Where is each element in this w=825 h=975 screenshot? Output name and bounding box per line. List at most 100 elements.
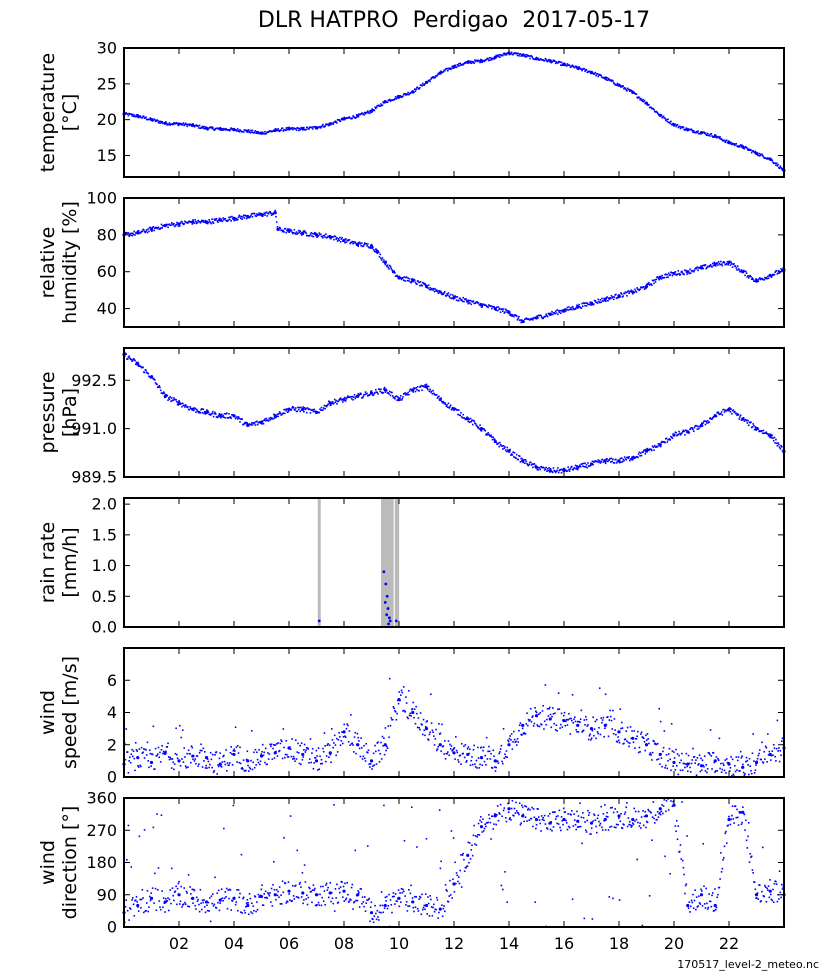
data-point xyxy=(202,747,205,750)
data-point xyxy=(290,755,293,758)
data-point xyxy=(676,123,679,126)
data-point xyxy=(699,426,702,428)
data-point xyxy=(148,766,150,769)
data-point xyxy=(775,438,777,441)
data-point xyxy=(543,720,546,723)
data-point xyxy=(185,890,188,893)
data-point xyxy=(653,822,656,824)
data-point xyxy=(616,811,619,813)
data-point xyxy=(280,739,282,741)
data-point xyxy=(309,233,312,236)
data-point xyxy=(608,298,611,301)
data-point xyxy=(325,882,328,885)
data-point xyxy=(680,858,683,860)
data-point xyxy=(184,123,186,126)
data-point xyxy=(280,894,282,896)
data-point xyxy=(595,718,598,721)
data-point xyxy=(275,888,278,891)
data-point xyxy=(482,749,484,752)
data-point xyxy=(128,355,130,358)
data-point xyxy=(321,235,324,238)
data-point xyxy=(383,388,385,390)
data-point xyxy=(576,468,579,471)
data-point xyxy=(558,311,561,314)
data-point xyxy=(540,314,542,317)
data-point xyxy=(251,215,254,218)
data-point xyxy=(582,812,584,814)
data-point xyxy=(731,266,734,268)
data-point xyxy=(266,763,268,766)
data-point xyxy=(201,749,203,752)
data-point xyxy=(472,748,475,751)
data-point xyxy=(597,459,600,461)
data-point xyxy=(565,720,567,723)
data-point xyxy=(445,295,448,297)
data-point xyxy=(337,901,340,904)
data-point xyxy=(206,758,209,760)
data-point xyxy=(727,407,731,411)
data-point xyxy=(675,748,677,751)
data-point xyxy=(378,388,381,391)
data-point xyxy=(406,910,409,912)
data-point xyxy=(200,902,202,905)
y-axis-label: humidity [%] xyxy=(59,201,81,324)
data-point xyxy=(650,283,652,285)
data-point xyxy=(752,733,754,735)
data-point xyxy=(519,53,522,55)
data-point xyxy=(356,242,360,246)
data-point xyxy=(199,888,202,891)
data-point xyxy=(739,270,742,273)
data-point xyxy=(699,130,704,135)
data-point xyxy=(524,459,527,461)
data-point xyxy=(192,758,194,761)
data-point xyxy=(442,400,445,403)
data-point xyxy=(470,420,473,423)
data-point xyxy=(169,756,172,759)
data-point xyxy=(469,417,472,420)
data-point xyxy=(159,761,162,763)
data-point xyxy=(571,719,573,722)
data-point xyxy=(153,902,155,904)
data-point xyxy=(694,889,696,891)
data-point xyxy=(771,750,774,752)
data-point xyxy=(477,757,480,759)
data-point xyxy=(562,823,564,826)
data-point xyxy=(584,304,586,307)
data-point xyxy=(376,742,379,744)
data-point xyxy=(581,842,583,845)
data-point xyxy=(557,708,559,711)
data-point xyxy=(731,412,733,415)
data-point xyxy=(619,708,622,711)
data-point xyxy=(198,903,200,906)
data-point xyxy=(662,115,665,118)
data-point xyxy=(204,413,207,415)
data-point xyxy=(271,212,274,215)
data-point xyxy=(444,403,447,405)
data-point xyxy=(336,737,338,740)
data-point xyxy=(202,127,205,129)
data-point xyxy=(546,828,549,830)
data-point xyxy=(424,385,429,389)
data-point xyxy=(413,279,416,281)
data-point xyxy=(299,128,301,131)
data-point xyxy=(672,765,674,767)
data-point xyxy=(338,399,340,401)
data-point xyxy=(748,757,751,760)
data-point xyxy=(249,131,252,134)
data-point xyxy=(428,733,431,736)
data-point xyxy=(323,404,326,407)
data-point xyxy=(620,86,622,88)
data-point xyxy=(197,125,199,127)
data-point xyxy=(713,134,717,138)
data-point xyxy=(673,757,676,759)
data-point xyxy=(187,222,189,224)
data-point xyxy=(746,422,749,424)
data-point xyxy=(476,425,478,427)
data-point xyxy=(683,873,685,876)
data-point xyxy=(525,723,528,725)
data-point xyxy=(598,301,601,304)
data-point xyxy=(201,126,203,129)
data-point xyxy=(555,724,558,727)
data-point xyxy=(462,296,464,299)
data-point xyxy=(774,271,776,273)
